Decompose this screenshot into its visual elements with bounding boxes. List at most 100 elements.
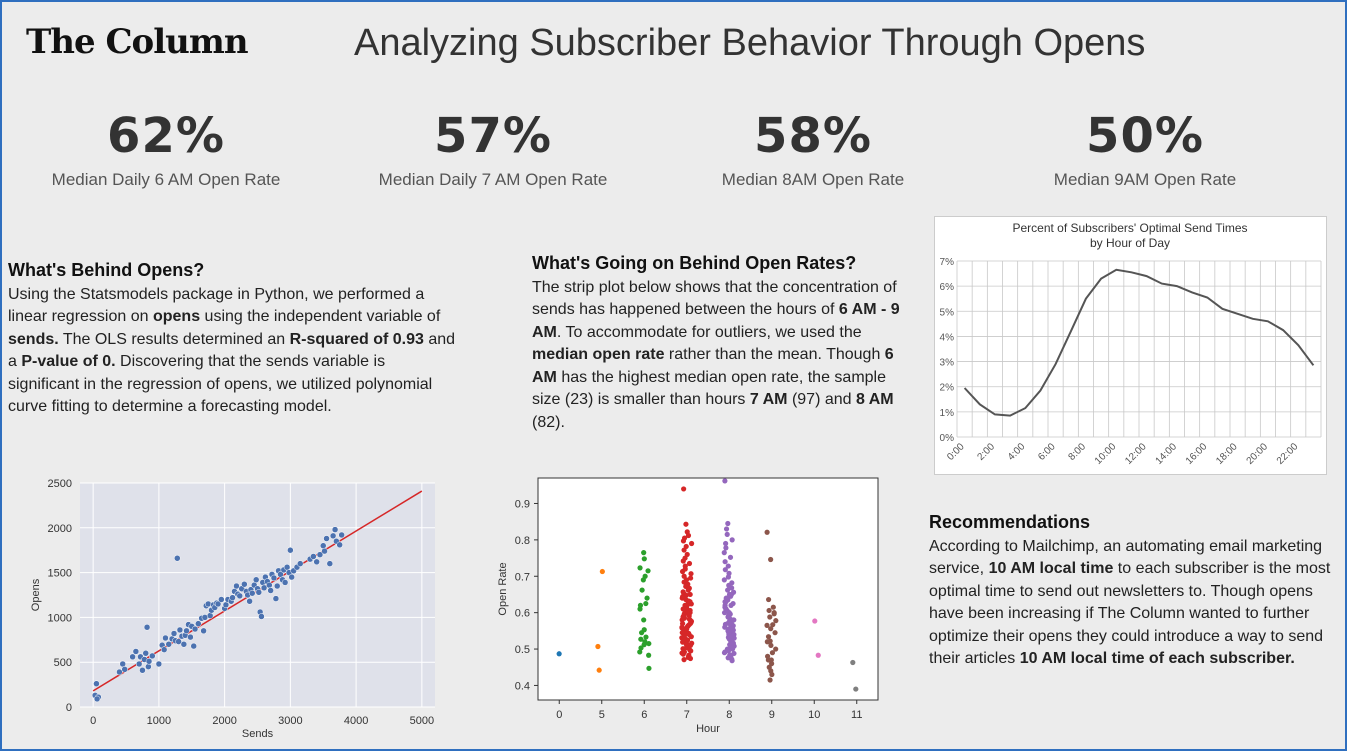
data-point <box>729 537 735 543</box>
x-tick-label: 2:00 <box>975 441 997 463</box>
data-point <box>768 626 774 632</box>
x-tick-label: 0 <box>90 715 96 727</box>
chart-subtitle: by Hour of Day <box>1090 236 1170 250</box>
data-point <box>310 553 317 560</box>
data-point <box>684 602 690 608</box>
kpi-label: Median 9AM Open Rate <box>1053 170 1237 189</box>
data-point <box>646 665 652 671</box>
data-point <box>684 640 690 647</box>
data-point <box>725 520 731 527</box>
rates-section: What's Going on Behind Open Rates? The s… <box>532 252 910 434</box>
data-point <box>722 559 728 565</box>
data-point <box>680 606 686 612</box>
data-point <box>766 607 772 614</box>
data-point <box>721 650 728 656</box>
data-point <box>288 573 295 581</box>
data-point <box>281 579 289 586</box>
data-point <box>336 541 343 549</box>
data-point <box>329 532 337 540</box>
data-point <box>768 657 774 663</box>
data-point <box>241 580 248 588</box>
kpi-6am: 62% Median Daily 6 AM Open Rate <box>16 108 316 190</box>
data-point <box>723 526 730 532</box>
data-point <box>767 614 773 620</box>
data-point <box>321 547 328 555</box>
section-heading: Recommendations <box>929 512 1091 532</box>
data-point <box>681 486 687 492</box>
data-point <box>260 584 268 592</box>
data-point <box>233 582 240 590</box>
x-tick-label: 14:00 <box>1154 441 1180 467</box>
y-axis-label: Opens <box>30 578 42 611</box>
data-point <box>728 602 734 608</box>
data-point <box>725 587 731 593</box>
send-times-chart-panel: Percent of Subscribers' Optimal Send Tim… <box>934 216 1327 475</box>
data-point <box>246 598 253 605</box>
y-tick-label: 2500 <box>48 478 72 490</box>
data-point <box>599 568 605 575</box>
x-tick-label: 1000 <box>147 715 171 727</box>
data-point <box>812 618 818 624</box>
x-tick-label: 2000 <box>212 715 236 727</box>
page-title: Analyzing Subscriber Behavior Through Op… <box>354 22 1146 64</box>
data-point <box>771 610 777 616</box>
x-tick-label: 10 <box>808 709 820 721</box>
data-point <box>145 658 153 665</box>
data-point <box>641 550 647 556</box>
data-point <box>643 634 649 640</box>
data-point <box>723 606 729 612</box>
data-point <box>143 624 151 631</box>
data-point <box>772 630 778 636</box>
data-point <box>683 521 689 527</box>
data-point <box>731 635 737 641</box>
data-point <box>681 635 688 641</box>
data-point <box>222 601 230 609</box>
data-point <box>191 625 199 633</box>
data-point <box>770 604 776 610</box>
data-point <box>764 529 770 535</box>
y-tick-label: 2% <box>940 383 955 394</box>
data-point <box>723 540 729 547</box>
data-point <box>688 634 694 640</box>
sends-opens-scatter-chart: 0 1000 2000 3000 4000 5000 0 500 1000 1500 2000 250… <box>30 478 435 740</box>
data-point <box>149 652 156 660</box>
data-point <box>180 641 188 648</box>
data-point <box>679 630 685 636</box>
data-point <box>206 612 214 619</box>
x-tick-label: 5 <box>599 709 605 721</box>
data-point <box>681 657 687 663</box>
data-point <box>270 574 278 582</box>
data-point <box>773 618 779 624</box>
section-body: The strip plot below shows that the conc… <box>532 278 900 431</box>
data-point <box>764 622 770 628</box>
y-tick-label: 0% <box>940 433 955 444</box>
data-point <box>765 596 772 603</box>
data-point <box>723 545 729 551</box>
data-point <box>725 574 731 580</box>
data-point <box>129 653 136 661</box>
data-point <box>687 655 694 662</box>
kpi-label: Median Daily 7 AM Open Rate <box>378 170 608 189</box>
x-tick-label: 11 <box>851 709 862 721</box>
data-point <box>815 652 821 658</box>
data-point <box>646 640 652 647</box>
data-point <box>93 695 101 703</box>
data-point <box>681 547 687 553</box>
data-point <box>638 645 644 651</box>
data-point <box>722 478 728 484</box>
data-point <box>679 624 685 630</box>
plot-area <box>537 477 879 701</box>
y-tick-label: 0.8 <box>515 535 530 547</box>
data-point <box>93 680 100 687</box>
data-point <box>680 558 686 564</box>
kpi-9am: 50% Median 9AM Open Rate <box>995 108 1295 190</box>
data-point <box>176 626 184 634</box>
kpi-8am: 58% Median 8AM Open Rate <box>663 108 963 190</box>
x-tick-label: 16:00 <box>1184 441 1210 467</box>
data-point <box>287 546 294 554</box>
data-point <box>728 639 734 645</box>
opens-section: What's Behind Opens? Using the Statsmode… <box>8 259 456 419</box>
data-point <box>721 550 727 556</box>
section-heading: What's Going on Behind Open Rates? <box>532 253 857 273</box>
data-point <box>689 540 695 547</box>
